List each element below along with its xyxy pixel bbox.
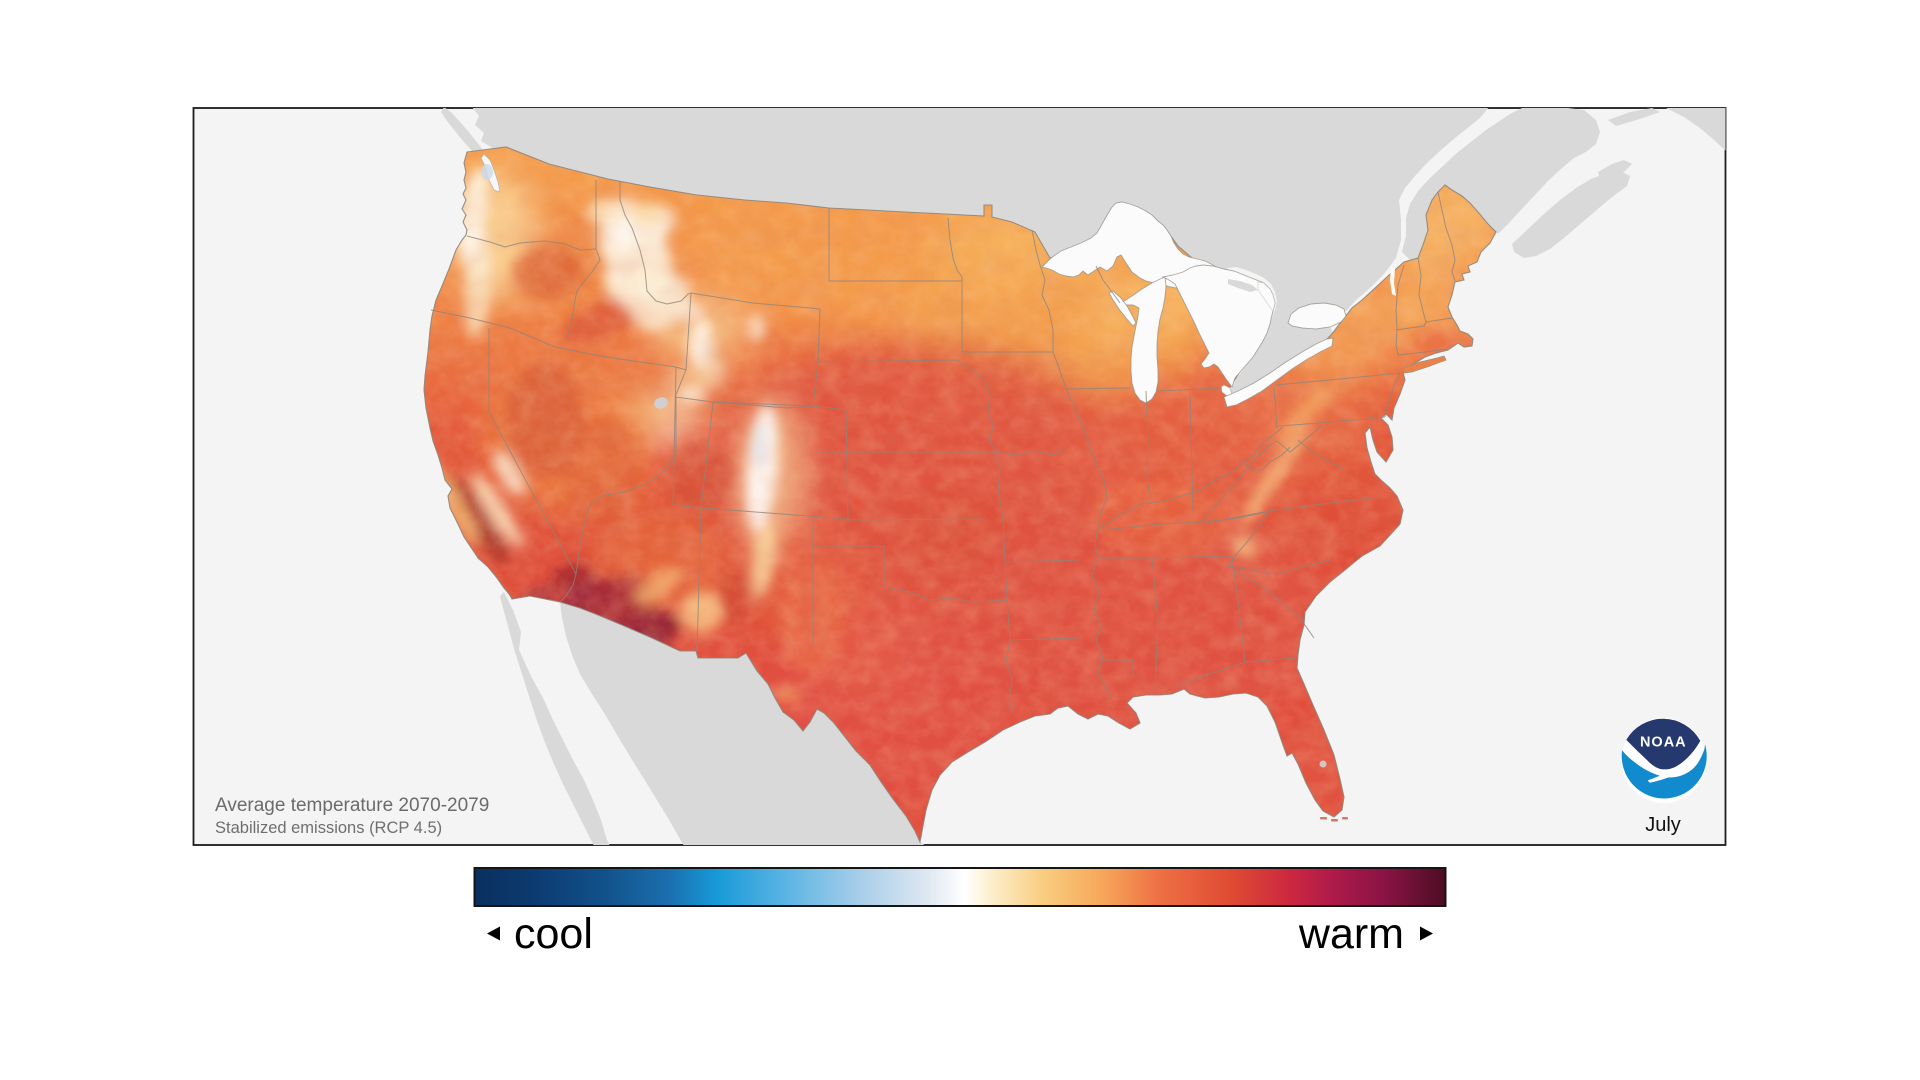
svg-text:Average temperature 2070-2079: Average temperature 2070-2079 — [215, 795, 489, 816]
svg-text:NOAA: NOAA — [1640, 734, 1687, 750]
svg-text:cool: cool — [514, 910, 593, 958]
svg-text:warm: warm — [1298, 910, 1404, 958]
svg-text:Stabilized emissions (RCP 4.5): Stabilized emissions (RCP 4.5) — [215, 819, 442, 837]
svg-text:July: July — [1645, 814, 1681, 836]
